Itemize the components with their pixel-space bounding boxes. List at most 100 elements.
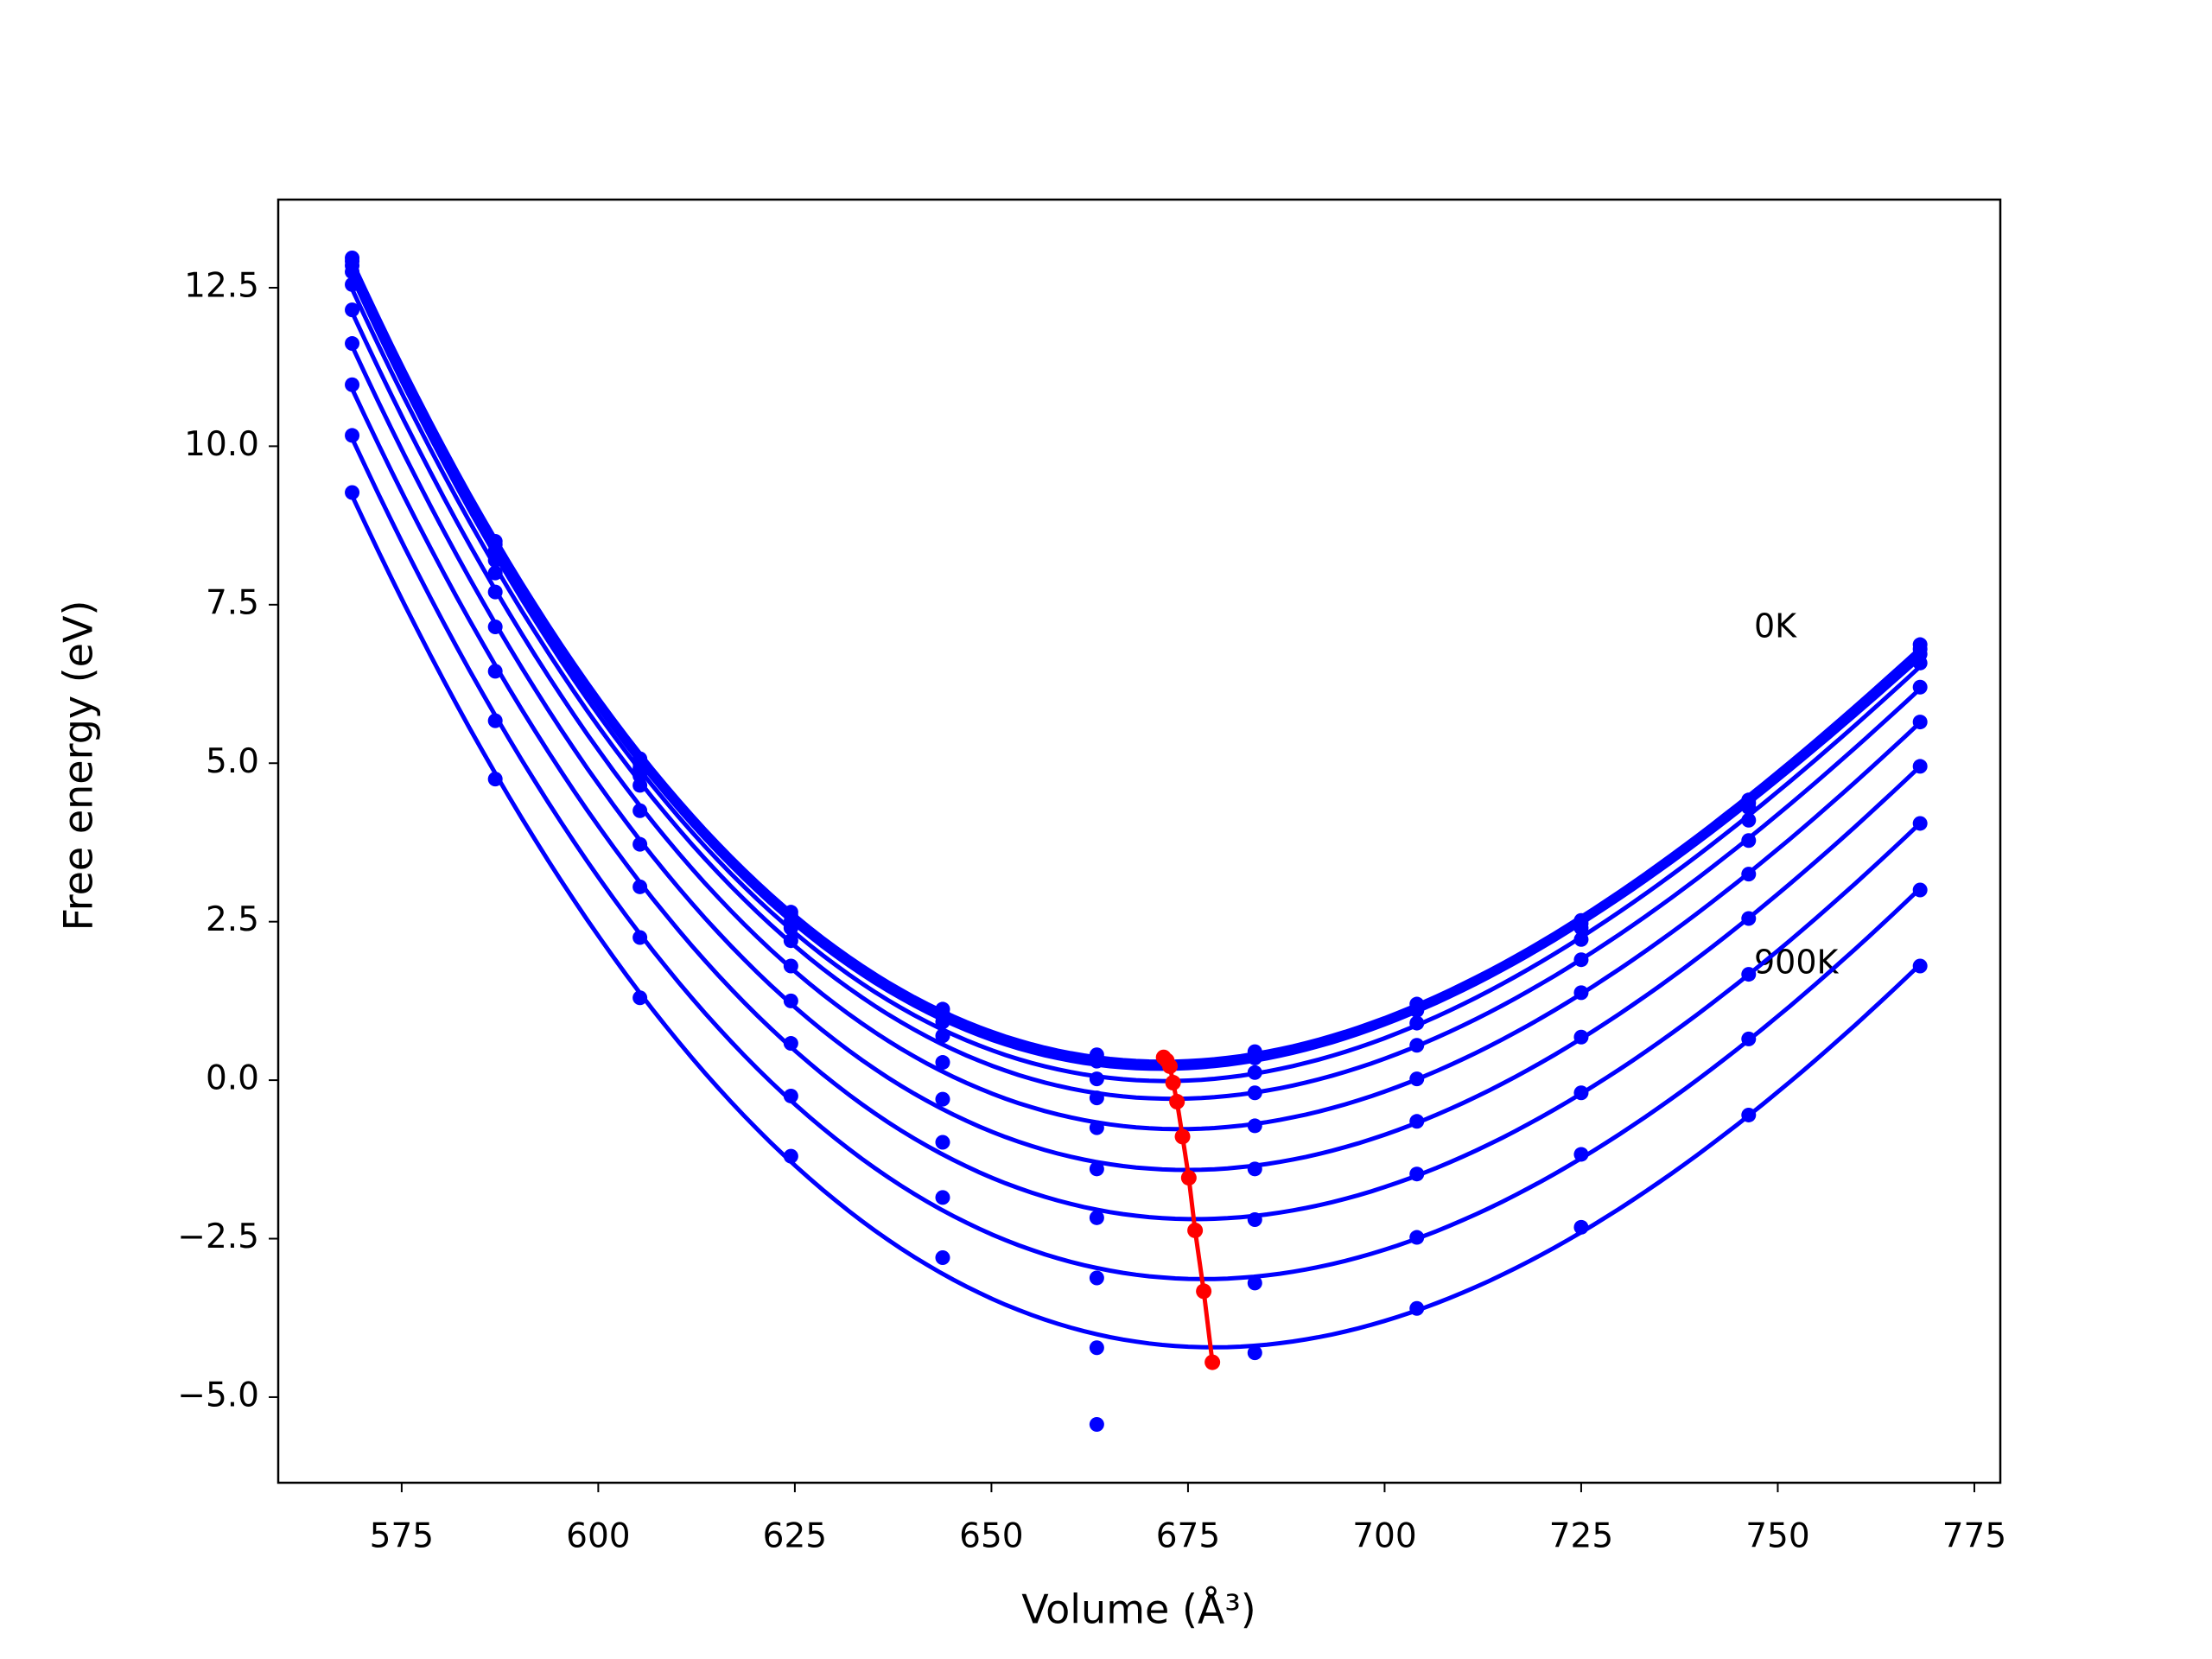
data-point	[1741, 1107, 1757, 1122]
y-axis-label: Free energy (eV)	[55, 601, 102, 931]
fit-curve	[350, 276, 1922, 1084]
data-point	[487, 552, 503, 568]
data-point	[1573, 1085, 1589, 1101]
data-point	[1912, 759, 1928, 774]
data-point	[1573, 931, 1589, 947]
data-point	[783, 1036, 798, 1052]
minimum-point	[1174, 1128, 1191, 1145]
data-point	[1089, 1270, 1104, 1286]
data-point	[783, 958, 798, 974]
x-tick-label: 600	[566, 1517, 630, 1556]
data-point	[1573, 1029, 1589, 1045]
y-tick-label: −2.5	[177, 1217, 259, 1256]
fit-curve	[350, 269, 1922, 1071]
data-point	[783, 1148, 798, 1164]
data-point	[1912, 679, 1928, 695]
data-point	[935, 1028, 950, 1044]
data-point	[1741, 867, 1757, 882]
data-point	[1573, 985, 1589, 1001]
data-point	[1089, 1340, 1104, 1356]
data-point	[1089, 1417, 1104, 1432]
fit-curve	[350, 494, 1922, 1350]
data-point	[632, 930, 648, 945]
data-point	[345, 302, 360, 318]
data-point	[935, 1014, 950, 1030]
data-point	[632, 778, 648, 793]
x-tick-label: 625	[763, 1517, 827, 1556]
data-point	[1247, 1161, 1262, 1177]
minimum-point	[1165, 1075, 1181, 1091]
data-point	[487, 584, 503, 600]
data-point	[1089, 1090, 1104, 1106]
data-point	[632, 836, 648, 852]
y-tick-label: 0.0	[206, 1059, 259, 1098]
data-point	[1247, 1065, 1262, 1080]
data-point	[935, 1250, 950, 1266]
data-point	[1741, 800, 1757, 816]
annotation: 0K	[1754, 607, 1797, 645]
fit-curve	[350, 437, 1922, 1281]
data-point	[1409, 1038, 1425, 1053]
y-tick-label: −5.0	[177, 1376, 259, 1414]
y-tick-label: 2.5	[206, 900, 259, 939]
data-point	[1089, 1210, 1104, 1225]
minimum-point	[1196, 1283, 1212, 1300]
data-point	[1247, 1345, 1262, 1361]
data-point	[345, 428, 360, 443]
data-point	[632, 990, 648, 1006]
data-point	[345, 377, 360, 392]
data-point	[345, 264, 360, 280]
x-tick-label: 700	[1352, 1517, 1416, 1556]
data-point	[1573, 952, 1589, 968]
data-point	[1247, 1085, 1262, 1101]
y-tick-label: 12.5	[184, 266, 259, 305]
minimum-point	[1205, 1354, 1221, 1370]
data-point	[632, 803, 648, 818]
x-tick-label: 575	[370, 1517, 434, 1556]
minimum-point	[1187, 1222, 1204, 1238]
data-point	[1409, 1002, 1425, 1018]
data-point	[1409, 1114, 1425, 1129]
data-point	[1912, 655, 1928, 671]
data-point	[1409, 1230, 1425, 1245]
data-point	[1409, 1015, 1425, 1031]
data-point	[1247, 1212, 1262, 1228]
data-point	[1247, 1050, 1262, 1065]
data-point	[935, 1190, 950, 1205]
data-point	[1741, 812, 1757, 828]
y-tick-label: 5.0	[206, 742, 259, 781]
data-point	[1573, 1147, 1589, 1162]
data-point	[783, 1088, 798, 1103]
x-axis-label: Volume (Å³)	[1021, 1586, 1256, 1633]
data-point	[935, 1055, 950, 1071]
data-point	[1409, 1166, 1425, 1182]
data-point	[1912, 882, 1928, 898]
data-point	[487, 713, 503, 728]
minimum-point	[1169, 1094, 1185, 1110]
data-point	[345, 336, 360, 352]
data-point	[783, 920, 798, 936]
x-tick-label: 775	[1942, 1517, 2006, 1556]
data-point	[345, 485, 360, 500]
data-point	[487, 664, 503, 679]
minimum-point	[1180, 1170, 1197, 1186]
data-point	[1741, 967, 1757, 982]
data-point	[1741, 833, 1757, 849]
data-point	[1573, 920, 1589, 936]
data-point	[1409, 1071, 1425, 1087]
fit-curve	[350, 311, 1922, 1132]
x-tick-label: 650	[959, 1517, 1023, 1556]
data-point	[1409, 1300, 1425, 1316]
fit-curve	[350, 288, 1922, 1102]
data-point	[783, 993, 798, 1008]
data-point	[1089, 1053, 1104, 1069]
data-point	[1912, 715, 1928, 730]
x-tick-label: 725	[1549, 1517, 1613, 1556]
data-point	[487, 565, 503, 581]
data-point	[1089, 1161, 1104, 1177]
data-point	[1089, 1071, 1104, 1087]
data-point	[632, 879, 648, 894]
data-point	[487, 772, 503, 787]
data-point	[1247, 1275, 1262, 1291]
